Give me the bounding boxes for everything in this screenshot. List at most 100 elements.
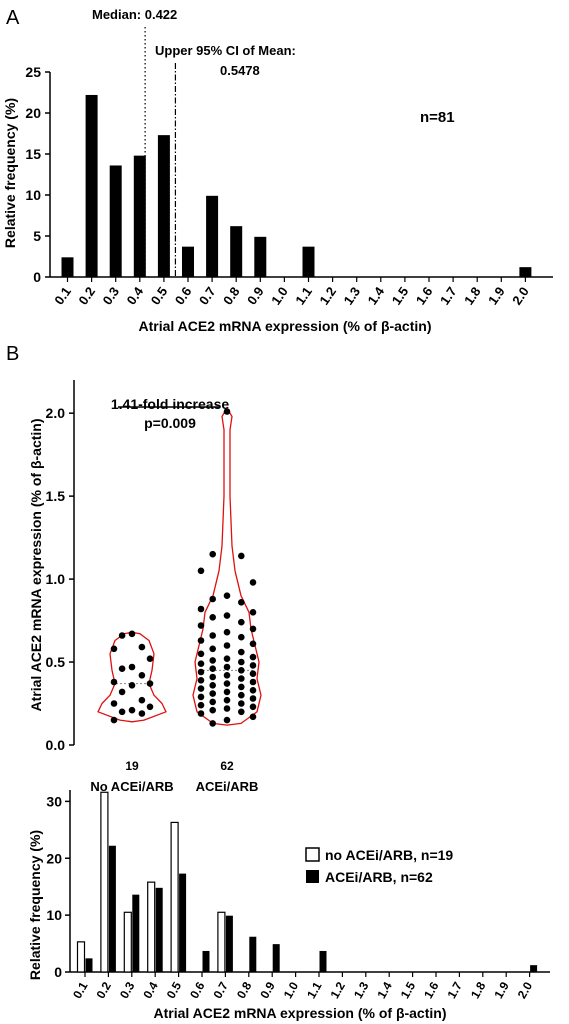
- x-tick-label: 1.6: [413, 284, 436, 307]
- data-point: [223, 612, 231, 619]
- upper-ci-value: 0.5478: [220, 63, 260, 78]
- x-tick-label: 0.6: [187, 979, 208, 1001]
- y-tick-label: 0: [33, 269, 41, 285]
- data-point: [249, 670, 257, 677]
- x-tick-label: 1.7: [445, 979, 466, 1001]
- y-tick-label: 0: [54, 964, 62, 980]
- y-tick-label: 5: [33, 228, 41, 244]
- data-point: [223, 688, 231, 696]
- x-tick-label: 0.8: [234, 979, 255, 1001]
- x-tick-label: 1.5: [398, 979, 419, 1001]
- data-point: [238, 675, 245, 682]
- data-point: [238, 618, 245, 626]
- data-point: [209, 698, 216, 706]
- data-point: [197, 637, 205, 644]
- data-point: [209, 595, 216, 603]
- data-point: [209, 720, 216, 727]
- bar-acei-arb: [319, 950, 327, 972]
- x-tick-label: 1.3: [351, 979, 372, 1001]
- data-point: [238, 648, 245, 656]
- bar-acei-arb: [179, 873, 187, 972]
- y-tick-label: 20: [25, 105, 41, 121]
- legend-swatch-acei-arb: [306, 870, 319, 883]
- data-point: [197, 710, 205, 717]
- y-axis-title: Relative frequency (%): [2, 98, 18, 248]
- group-count-label: 62: [220, 759, 234, 773]
- x-tick-label: 0.1: [51, 284, 74, 307]
- y-tick-label: 30: [46, 793, 62, 809]
- bar: [230, 226, 243, 277]
- x-tick-label: 1.1: [304, 979, 325, 1001]
- x-tick-label: 1.8: [468, 979, 489, 1001]
- data-point: [110, 716, 118, 724]
- data-point: [223, 680, 231, 687]
- x-tick-label: 0.7: [211, 979, 232, 1001]
- data-point: [249, 713, 257, 721]
- data-point: [223, 592, 231, 599]
- bar-acei-arb: [108, 845, 116, 972]
- data-point: [238, 599, 245, 606]
- x-tick-label: 1.4: [365, 283, 388, 307]
- bar-no-acei-arb: [147, 881, 156, 973]
- x-tick-label: 0.3: [100, 284, 123, 307]
- data-point: [209, 690, 216, 697]
- bar-no-acei-arb: [76, 941, 86, 973]
- x-tick-label: 0.4: [124, 283, 147, 307]
- fold-change-label: 1.41-fold increase: [111, 396, 229, 412]
- data-point: [209, 657, 216, 664]
- bar: [85, 94, 98, 278]
- y-tick-label: 10: [46, 907, 62, 923]
- bar: [254, 236, 267, 277]
- bar: [109, 165, 122, 277]
- bar-acei-arb: [155, 887, 163, 972]
- data-point: [138, 710, 146, 717]
- y-tick-label: 1.5: [46, 488, 66, 504]
- data-point: [238, 633, 245, 641]
- data-point: [138, 696, 146, 704]
- bar-acei-arb: [530, 965, 538, 972]
- p-value-label: p=0.009: [144, 415, 196, 431]
- x-tick-label: 0.9: [244, 284, 267, 307]
- x-tick-label: 1.2: [316, 284, 339, 307]
- data-point: [197, 605, 205, 613]
- x-tick-label: 0.7: [196, 284, 219, 307]
- x-tick-label: 0.5: [148, 284, 171, 307]
- sample-size-label: n=81: [420, 109, 455, 126]
- bar-acei-arb: [272, 944, 280, 972]
- group-count-label: 19: [125, 759, 139, 773]
- bar-no-acei-arb: [100, 791, 109, 973]
- bar: [157, 135, 170, 277]
- y-tick-label: 2.0: [46, 405, 66, 421]
- x-tick-label: 1.2: [328, 979, 349, 1001]
- data-point: [209, 645, 216, 653]
- bar-acei-arb: [225, 915, 233, 972]
- data-point: [138, 672, 146, 679]
- data-point: [249, 640, 257, 648]
- data-point: [238, 667, 245, 674]
- x-tick-label: 0.5: [164, 979, 185, 1001]
- data-point: [118, 665, 126, 672]
- legend-label: ACEi/ARB, n=62: [325, 869, 433, 885]
- legend-swatch-no-acei-arb: [305, 847, 320, 862]
- data-point: [197, 693, 205, 701]
- bar-acei-arb: [249, 936, 257, 972]
- y-tick-label: 1.0: [46, 571, 66, 587]
- bar-no-acei-arb: [217, 911, 226, 973]
- data-point: [209, 614, 216, 621]
- data-point: [146, 703, 154, 711]
- data-point: [118, 708, 126, 716]
- data-point: [197, 677, 205, 684]
- x-tick-label: 1.0: [281, 979, 302, 1001]
- data-point: [118, 688, 126, 696]
- y-axis-title: Atrial ACE2 mRNA expression (% of β-acti…: [28, 418, 44, 711]
- x-tick-label: 1.8: [461, 284, 484, 307]
- data-point: [197, 685, 205, 692]
- legend-label: no ACEi/ARB, n=19: [325, 847, 453, 863]
- data-point: [197, 668, 205, 676]
- data-point: [223, 716, 231, 724]
- data-point: [118, 632, 126, 639]
- bar: [519, 267, 532, 277]
- x-axis-title: Atrial ACE2 mRNA expression (% of β-acti…: [153, 1005, 446, 1021]
- data-point: [223, 642, 231, 649]
